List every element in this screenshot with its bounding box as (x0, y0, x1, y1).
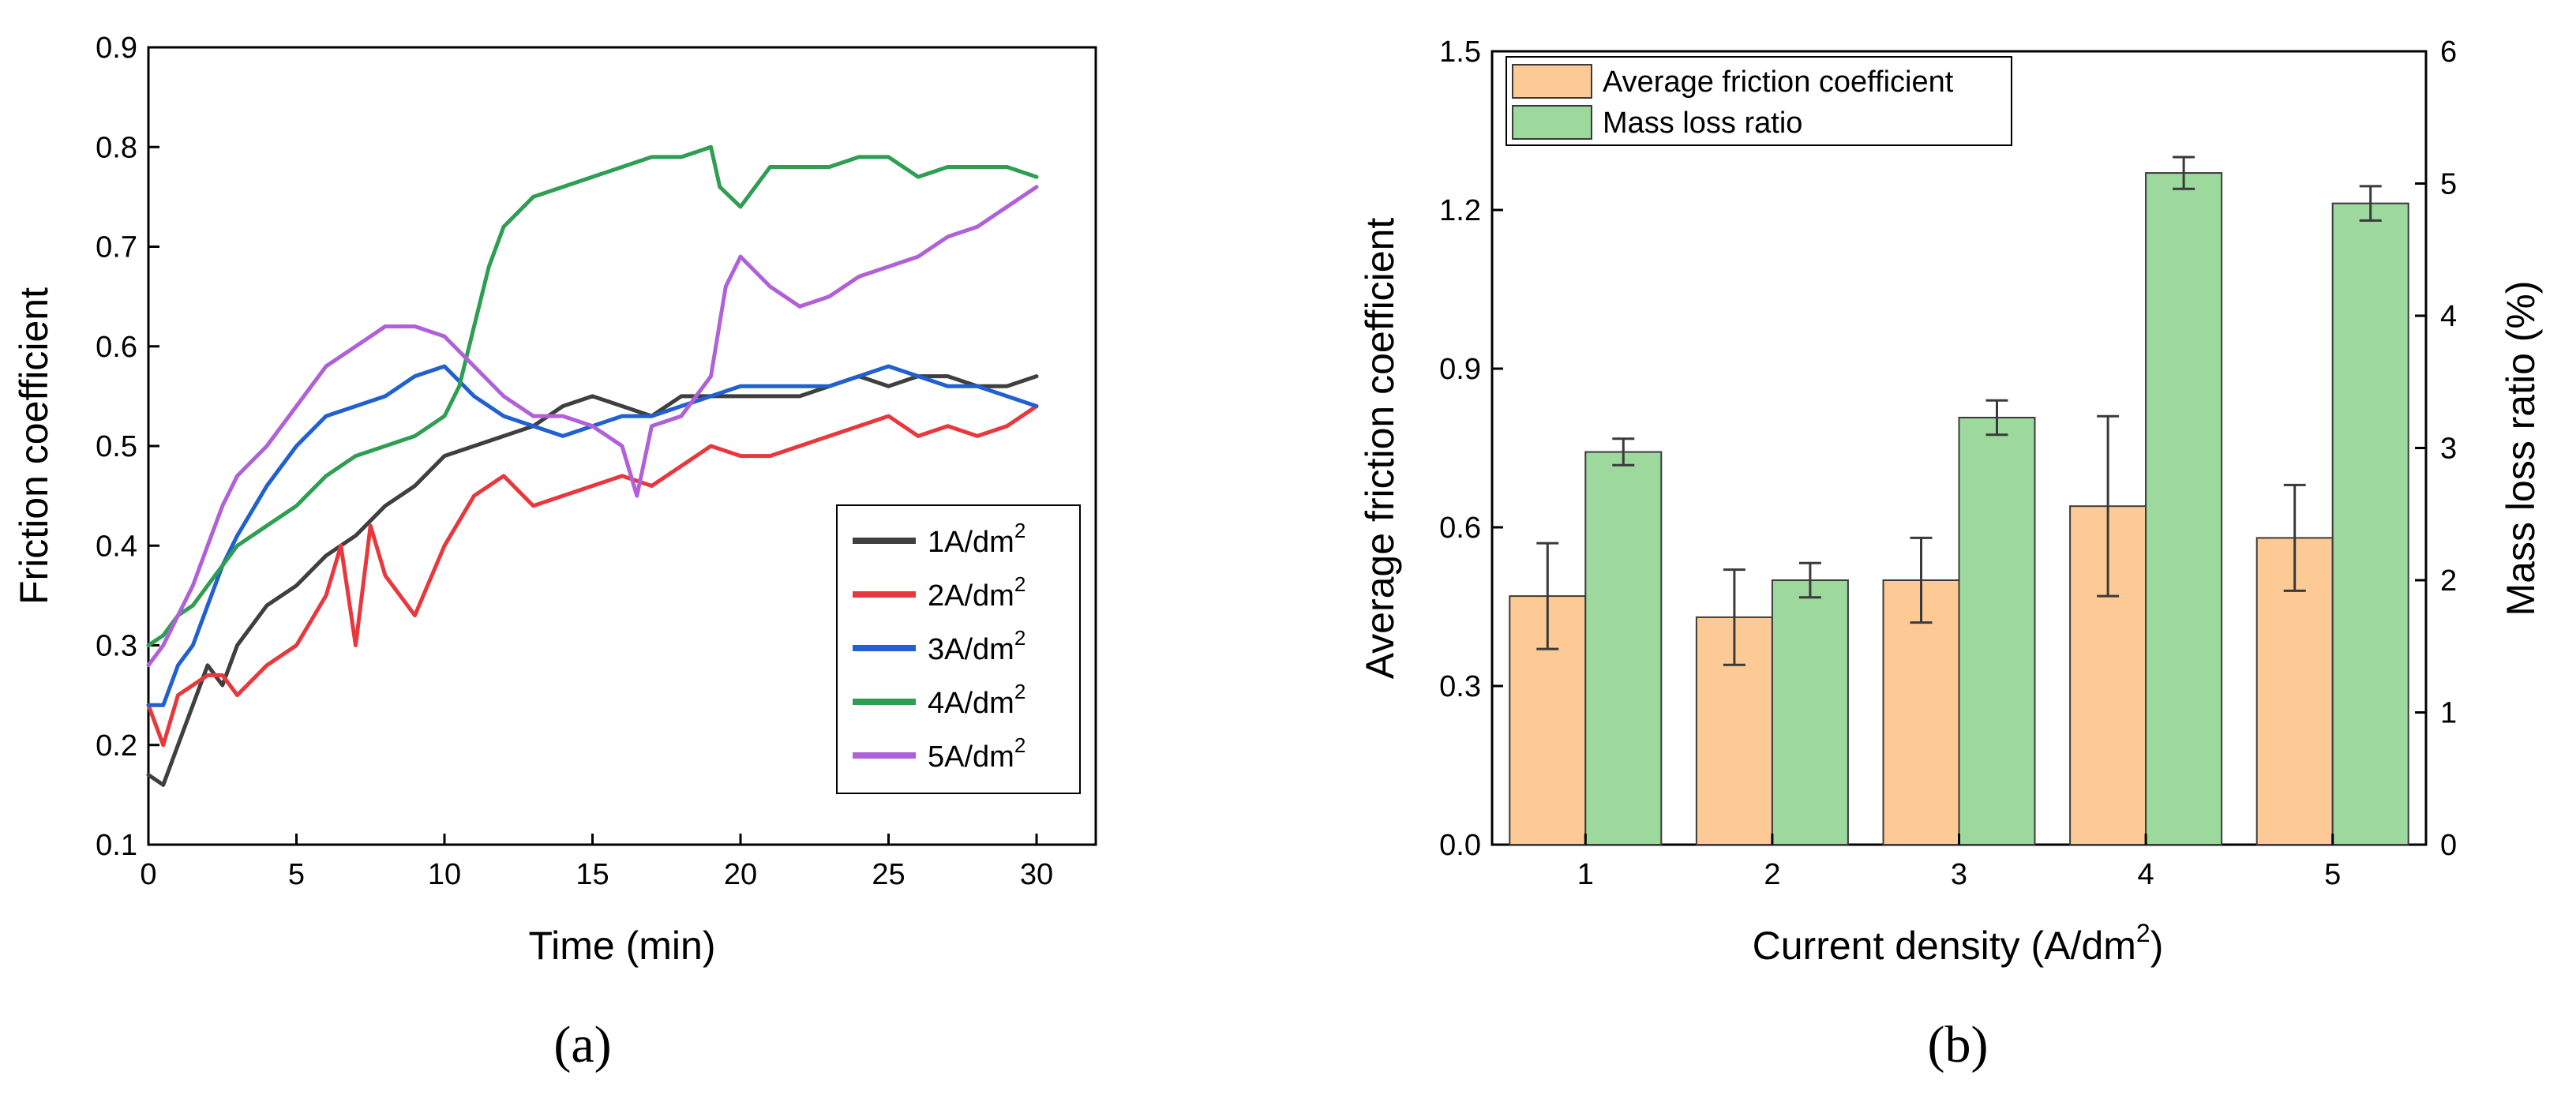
x-tick-b-label: 5 (2324, 858, 2341, 891)
legend-a-entry: 5A/dm2 (928, 733, 1026, 774)
y-tick-a-label: 0.9 (96, 32, 137, 65)
y-axis-left-b-label: Average friction coefficient (1358, 218, 1402, 680)
legend-a-entry: 3A/dm2 (928, 626, 1026, 666)
panel-a-line-chart: 0.1 0.2 0.3 0.4 0.5 0.6 0.7 0.8 0.9 0 5 10 15 20 25 30… (12, 32, 1097, 1074)
y-axis-a-ticks: 0.1 0.2 0.3 0.4 0.5 0.6 0.7 0.8 0.9 (96, 32, 159, 862)
y-tick-right-b-label: 1 (2440, 697, 2457, 730)
bars-b (1509, 156, 2409, 846)
y-axis-right-b-ticks: 0 1 2 3 4 5 6 (2415, 36, 2457, 862)
y-tick-a-label: 0.7 (96, 231, 137, 264)
mass-loss-bar (2331, 202, 2409, 845)
series-line-4a-dm2 (146, 144, 1039, 647)
legend-b-entry: Average friction coefficient (1603, 66, 1954, 99)
y-tick-a-label: 0.3 (96, 630, 137, 663)
series-line-2a-dm2 (146, 404, 1039, 748)
legend-a: 1A/dm2 2A/dm2 3A/dm2 4A/dm2 5A/dm2 (836, 504, 1081, 794)
y-tick-right-b-label: 5 (2440, 168, 2457, 201)
y-tick-left-b-label: 0.9 (1439, 353, 1481, 386)
panel-b-bar-chart: 0.0 0.3 0.6 0.9 1.2 1.5 0 1 2 3 4 5 6 1 2 3 4 5 Current… (1358, 36, 2543, 1074)
y-tick-left-b-label: 0.3 (1439, 670, 1481, 703)
y-tick-left-b-label: 1.5 (1439, 36, 1481, 69)
x-tick-a-label: 5 (288, 858, 305, 891)
x-axis-b-ticks: 1 2 3 4 5 (1577, 834, 2341, 891)
x-tick-a-label: 25 (872, 858, 905, 891)
mass-loss-bar (1584, 451, 1663, 846)
x-tick-a-label: 20 (724, 858, 757, 891)
series-line-3a-dm2 (146, 364, 1039, 707)
legend-b-swatch (1512, 105, 1592, 140)
x-tick-a-label: 0 (140, 858, 156, 891)
x-tick-a-label: 15 (576, 858, 609, 891)
y-tick-a-label: 0.2 (96, 729, 137, 763)
legend-b-entry: Mass loss ratio (1603, 107, 1802, 140)
y-tick-left-b-label: 1.2 (1439, 194, 1481, 227)
y-tick-a-label: 0.4 (96, 530, 137, 563)
y-tick-right-b-label: 4 (2440, 300, 2457, 333)
legend-b-swatch (1512, 64, 1592, 99)
y-axis-right-b-label: Mass loss ratio (%) (2499, 280, 2543, 616)
mass-loss-bar (2145, 172, 2223, 846)
x-axis-a-ticks: 0 5 10 15 20 25 30 (140, 834, 1053, 891)
caption-b: (b) (1928, 1016, 1989, 1074)
x-tick-b-label: 1 (1577, 858, 1594, 891)
y-tick-a-label: 0.6 (96, 331, 137, 364)
y-tick-left-b-label: 0.6 (1439, 512, 1481, 545)
x-tick-b-label: 2 (1764, 858, 1780, 891)
legend-a-entry: 4A/dm2 (928, 680, 1026, 720)
y-tick-a-label: 0.8 (96, 131, 137, 164)
y-axis-a-label: Friction coefficient (12, 287, 56, 605)
friction-bar (1882, 579, 1960, 845)
caption-a: (a) (553, 1016, 611, 1074)
y-tick-left-b-label: 0.0 (1439, 829, 1481, 862)
x-tick-a-label: 10 (428, 858, 461, 891)
x-axis-b-label: Current density (A/dm2) (1753, 919, 2164, 968)
y-tick-a-label: 0.1 (96, 829, 137, 862)
y-tick-right-b-label: 0 (2440, 829, 2457, 862)
legend-a-entry: 1A/dm2 (928, 519, 1026, 559)
x-tick-b-label: 4 (2138, 858, 2154, 891)
x-tick-b-label: 3 (1951, 858, 1967, 891)
series-lines-a (146, 144, 1039, 787)
mass-loss-bar (1958, 416, 2036, 845)
y-tick-right-b-label: 3 (2440, 433, 2457, 466)
y-tick-right-b-label: 2 (2440, 564, 2457, 598)
series-line-5a-dm2 (146, 185, 1039, 668)
x-tick-a-label: 30 (1020, 858, 1053, 891)
legend-a-entry: 2A/dm2 (928, 572, 1026, 613)
y-axis-left-b-ticks: 0.0 0.3 0.6 0.9 1.2 1.5 (1439, 36, 1503, 862)
mass-loss-bar (1771, 579, 1849, 845)
y-tick-right-b-label: 6 (2440, 36, 2457, 69)
legend-b: Average friction coefficient Mass loss ra… (1505, 56, 2012, 146)
x-axis-a-label: Time (min) (528, 924, 715, 968)
y-tick-a-label: 0.5 (96, 430, 137, 463)
